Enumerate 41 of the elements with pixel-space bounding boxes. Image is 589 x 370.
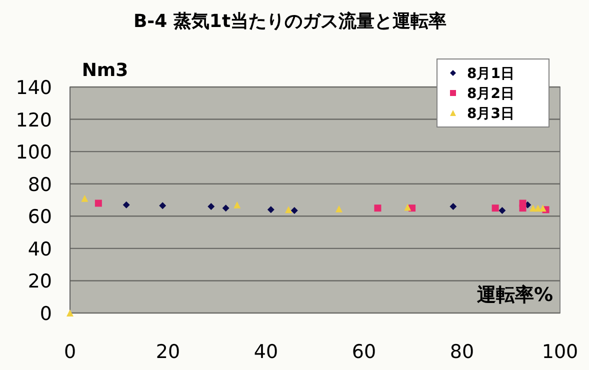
x-tick-label: 20 — [156, 341, 180, 363]
x-tick-label: 100 — [542, 341, 578, 363]
y-tick-label: 140 — [16, 77, 52, 99]
point — [374, 204, 382, 212]
legend-label: 8月3日 — [467, 106, 514, 122]
x-axis-title: 運転率% — [476, 284, 553, 306]
legend-label: 8月1日 — [467, 66, 514, 82]
point — [222, 204, 230, 212]
chart-title: B-4 蒸気1t当たりのガス流量と運転率 — [133, 11, 447, 32]
point — [530, 204, 537, 212]
x-tick-label: 60 — [352, 341, 376, 363]
point — [336, 205, 343, 212]
point — [267, 206, 274, 214]
legend-label: 8月2日 — [467, 86, 514, 102]
point — [208, 202, 215, 210]
point — [519, 204, 526, 212]
y-tick-label: 120 — [16, 109, 52, 132]
point — [450, 202, 457, 210]
y-tick-label: 80 — [28, 174, 52, 196]
point — [404, 204, 412, 211]
point — [122, 201, 130, 208]
y-tick-label: 40 — [28, 238, 52, 260]
point — [290, 206, 298, 214]
x-tick-label: 40 — [254, 341, 278, 363]
point — [234, 201, 241, 208]
y-tick-label: 100 — [16, 142, 52, 164]
y-tick-label: 0 — [40, 303, 52, 325]
x-tick-label: 80 — [450, 341, 474, 363]
point — [94, 200, 102, 207]
point — [81, 194, 88, 202]
x-tick-label: 0 — [64, 341, 76, 363]
y-tick-label: 60 — [28, 206, 52, 228]
point — [539, 204, 546, 212]
y-axis-title: Nm3 — [82, 60, 128, 81]
point — [285, 206, 292, 214]
point — [492, 204, 499, 212]
point — [159, 202, 166, 210]
point — [534, 204, 542, 212]
point — [66, 310, 74, 316]
point — [498, 206, 506, 214]
y-tick-label: 20 — [28, 270, 52, 293]
